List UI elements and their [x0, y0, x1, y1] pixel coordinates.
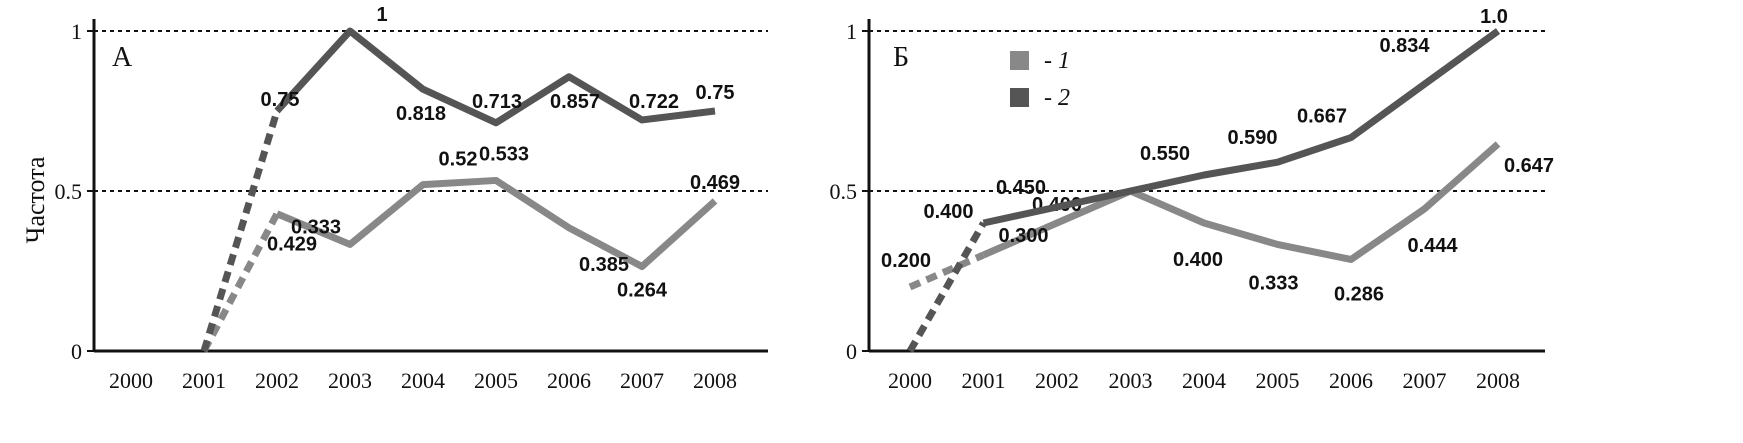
panel-letter: А: [112, 42, 133, 73]
x-tick-label: 2003: [1109, 368, 1153, 393]
series-1-line: [275, 176, 718, 271]
x-tick-label: 2000: [888, 368, 932, 393]
y-tick-label: 1: [846, 19, 857, 44]
y-tick-label: 0: [846, 339, 857, 364]
data-label: 0.264: [617, 280, 668, 302]
legend-swatch: [1010, 51, 1029, 70]
data-label: 0.286: [1334, 283, 1384, 305]
data-label: 0.200: [881, 250, 931, 272]
x-tick-label: 2006: [547, 368, 591, 393]
panel-a: 0 0.5 1 2000 2001 2002 2003 2004 2005 2006 2007 200…: [55, 4, 768, 393]
panel-b: 0 0.5 1 2000 2001 2002 2003 2004 2005 2006 2007 200…: [830, 6, 1555, 393]
series-2-dashed-line: [906, 221, 987, 353]
series-2-line: [274, 27, 716, 127]
data-label: 0.450: [996, 177, 1046, 199]
data-label: 0.857: [550, 91, 600, 113]
y-tick-label: 0.5: [55, 179, 83, 204]
data-label: 0.647: [1504, 155, 1554, 177]
x-tick-label: 2005: [1256, 368, 1300, 393]
x-tick-label: 2003: [328, 368, 372, 393]
x-tick-label: 2008: [693, 368, 737, 393]
panel-letter: Б: [893, 42, 909, 73]
series-1-dashed-line: [908, 251, 985, 291]
data-label: 0.333: [291, 216, 341, 238]
data-label: 0.300: [998, 225, 1048, 247]
data-label: 0.818: [396, 103, 446, 125]
x-tick-label: 2005: [474, 368, 518, 393]
data-label: 0.429: [267, 234, 317, 256]
data-label: 0.75: [696, 82, 735, 104]
data-label: 0.400: [1173, 249, 1223, 271]
data-label: 0.333: [1248, 272, 1298, 294]
data-label: 0.533: [479, 143, 529, 165]
legend-label: - 1: [1044, 48, 1070, 74]
y-tick-label: 0: [71, 339, 82, 364]
x-tick-label: 2006: [1329, 368, 1373, 393]
x-tick-label: 2007: [1403, 368, 1447, 393]
legend-label: - 2: [1044, 85, 1070, 111]
data-label: 0.469: [690, 172, 740, 194]
x-tick-label: 2002: [255, 368, 299, 393]
y-tick-label: 1: [71, 19, 82, 44]
x-tick-label: 2007: [620, 368, 664, 393]
x-tick-label: 2004: [1182, 368, 1226, 393]
data-label: 0.75: [261, 89, 300, 111]
data-label: 0.550: [1140, 143, 1190, 165]
data-label: 0.834: [1379, 35, 1430, 57]
data-label: 0.444: [1407, 235, 1458, 257]
data-label: 0.400: [923, 201, 973, 223]
legend-swatch: [1010, 88, 1029, 107]
y-tick-label: 0.5: [830, 179, 858, 204]
x-tick-label: 2001: [182, 368, 226, 393]
data-label: 0.385: [579, 254, 629, 276]
data-label: 0.667: [1297, 106, 1347, 128]
data-label: 0.713: [472, 91, 522, 113]
x-tick-label: 2000: [109, 368, 153, 393]
x-tick-label: 2001: [962, 368, 1006, 393]
data-label: 0.590: [1227, 127, 1277, 149]
series-2-line: [982, 28, 1501, 227]
series-1-line: [982, 141, 1501, 263]
data-label: 1.0: [1480, 6, 1508, 28]
x-tick-label: 2004: [401, 368, 445, 393]
x-tick-label: 2002: [1035, 368, 1079, 393]
data-label: 0.722: [629, 91, 679, 113]
x-tick-label: 2008: [1476, 368, 1520, 393]
series-1-dashed-line: [200, 212, 281, 353]
y-axis-label: Частота: [21, 156, 50, 243]
data-label: 1: [376, 4, 387, 26]
data-label: 0.52: [439, 149, 478, 171]
series-2-dashed-line: [200, 109, 281, 353]
